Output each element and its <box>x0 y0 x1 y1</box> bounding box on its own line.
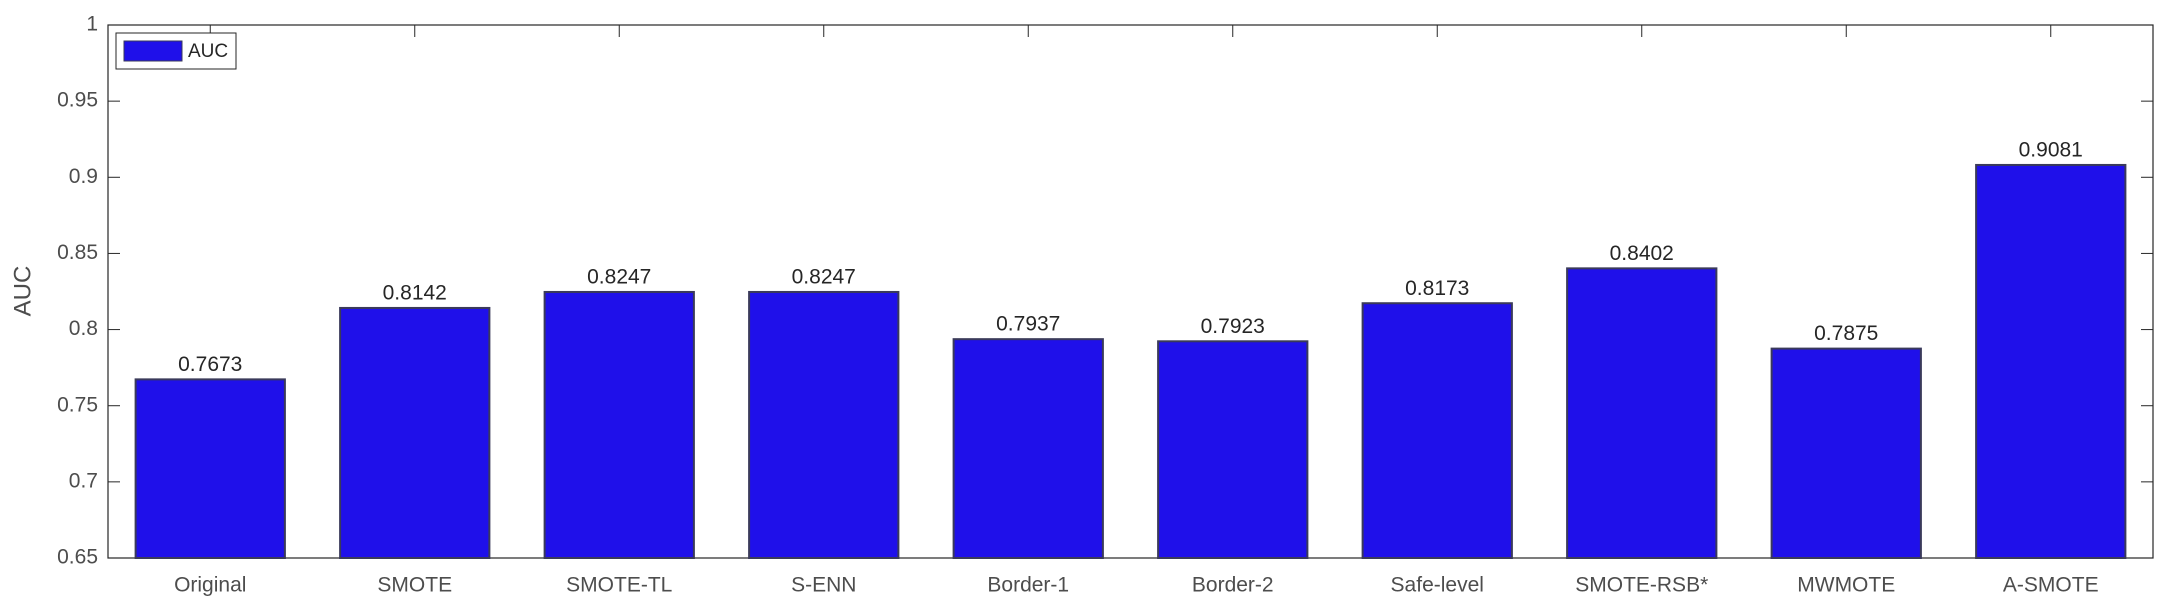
value-label: 0.8142 <box>383 281 447 304</box>
value-label: 0.7937 <box>996 313 1060 336</box>
y-axis-label: AUC <box>9 266 36 317</box>
value-label: 0.7673 <box>178 353 242 376</box>
plot-frame <box>107 24 2154 559</box>
bar <box>543 290 695 559</box>
x-tick-label: Border-1 <box>987 574 1069 597</box>
bar <box>134 378 286 560</box>
value-label: 0.8247 <box>792 266 856 289</box>
value-label: 0.7923 <box>1201 315 1265 338</box>
y-tick-label: 0.7 <box>69 469 98 492</box>
x-tick-label: A-SMOTE <box>2003 574 2099 597</box>
value-label: 0.8247 <box>587 266 651 289</box>
y-tick-label: 0.85 <box>57 241 98 264</box>
x-tick-label: MWMOTE <box>1797 574 1895 597</box>
y-tick-label: 0.95 <box>57 89 98 112</box>
y-tick-label: 0.9 <box>69 165 98 188</box>
bar <box>1975 163 2127 560</box>
y-tick-label: 0.75 <box>57 393 98 416</box>
x-tick-label: Safe-level <box>1391 574 1484 597</box>
legend-swatch <box>123 40 183 62</box>
bar <box>339 306 491 560</box>
value-label: 0.9081 <box>2019 138 2083 161</box>
bar <box>1770 347 1922 559</box>
bar <box>952 338 1104 559</box>
value-label: 0.8402 <box>1610 242 1674 265</box>
legend-label: AUC <box>188 41 228 62</box>
x-tick-label: SMOTE-RSB* <box>1575 574 1708 597</box>
x-tick-label: Original <box>174 574 246 597</box>
bar <box>1157 340 1309 559</box>
x-tick-label: SMOTE <box>377 574 452 597</box>
y-tick-label: 1 <box>86 13 98 36</box>
y-tick-label: 0.8 <box>69 317 98 340</box>
value-label: 0.8173 <box>1405 277 1469 300</box>
x-tick-label: SMOTE-TL <box>566 574 672 597</box>
x-tick-label: Border-2 <box>1192 574 1274 597</box>
bar <box>1566 267 1718 559</box>
value-label: 0.7875 <box>1814 322 1878 345</box>
x-tick-label: S-ENN <box>791 574 856 597</box>
bar <box>748 290 900 559</box>
y-tick-label: 0.65 <box>57 546 98 569</box>
bar <box>1361 302 1513 560</box>
